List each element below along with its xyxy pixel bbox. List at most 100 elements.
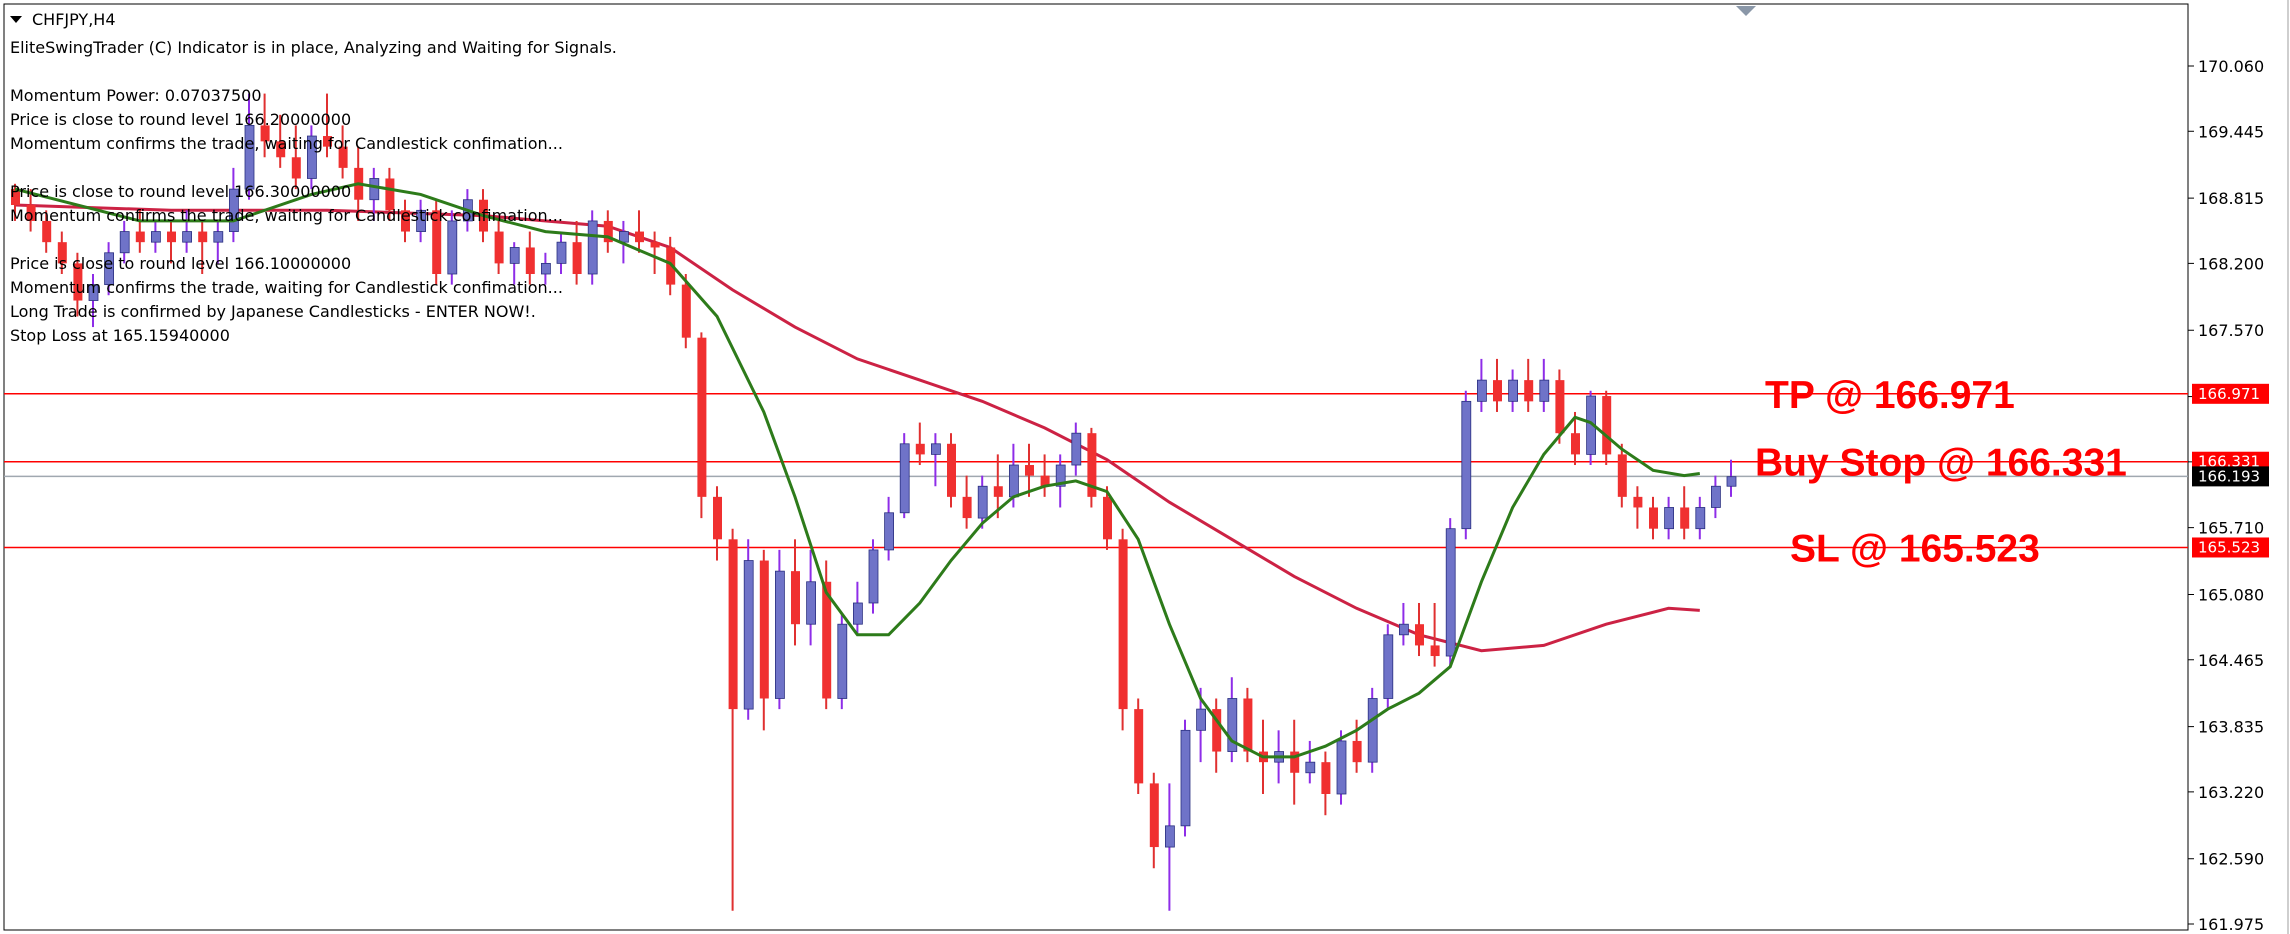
candle: [853, 581, 863, 635]
candle: [1555, 369, 1565, 444]
candle-body: [1321, 762, 1331, 794]
candle-body: [1134, 709, 1144, 784]
price-tag-label: 166.331: [2198, 453, 2260, 471]
candle: [42, 210, 52, 253]
candle: [401, 199, 410, 243]
candle-body: [1040, 475, 1050, 487]
candle: [167, 220, 176, 264]
price-tick-label: 170.060: [2198, 57, 2264, 76]
price-tick-label: 161.975: [2198, 915, 2264, 934]
candle-body: [1149, 783, 1159, 848]
candle-body: [1196, 708, 1206, 731]
candle: [650, 231, 660, 274]
candle: [1726, 459, 1737, 497]
candle-body: [306, 135, 317, 179]
candle-body: [1352, 740, 1362, 763]
candle-body: [1399, 623, 1409, 636]
level-annotation: TP @ 166.971: [1765, 374, 2015, 417]
price-tag-label: 166.193: [2198, 467, 2260, 485]
price-tick-label: 168.200: [2198, 254, 2264, 273]
candle: [1415, 602, 1424, 657]
candle: [88, 274, 99, 328]
candle: [150, 220, 161, 253]
candle-body: [587, 220, 598, 275]
info-line: Price is close to round level 166.300000…: [10, 182, 351, 201]
price-tick-label: 167.570: [2198, 321, 2264, 340]
candle-body: [1243, 698, 1253, 752]
candle-body: [1227, 698, 1238, 752]
info-line: Price is close to round level 166.200000…: [10, 110, 351, 129]
candle: [775, 549, 785, 710]
candle: [1602, 390, 1612, 466]
fast-moving-average: [14, 182, 1701, 759]
candle: [306, 125, 317, 190]
info-line: Momentum confirms the trade, waiting for…: [10, 206, 563, 225]
candle: [323, 93, 332, 158]
candle-body: [73, 263, 83, 301]
candle-body: [697, 337, 707, 497]
chart-shift-marker[interactable]: [1736, 6, 1756, 16]
candle-body: [743, 560, 754, 710]
candle-body: [1649, 507, 1658, 529]
candle: [899, 433, 910, 519]
candle: [1695, 496, 1706, 540]
price-tick-label: 165.080: [2198, 585, 2264, 604]
candle: [1680, 486, 1690, 540]
candle: [1165, 783, 1175, 911]
candle-body: [1055, 464, 1066, 487]
candle: [1477, 358, 1487, 412]
candle: [228, 167, 239, 243]
candle: [1040, 454, 1050, 497]
candle-body: [291, 157, 301, 179]
candle: [73, 252, 83, 317]
candle: [1103, 486, 1112, 550]
candle: [1539, 358, 1550, 412]
candle: [1711, 475, 1721, 519]
candle-body: [104, 252, 114, 286]
candle-body: [1726, 476, 1737, 487]
candle: [1321, 751, 1331, 816]
candle-body: [509, 247, 520, 264]
candle-body: [1633, 496, 1643, 508]
candle-body: [915, 443, 925, 455]
price-tick-label: 163.220: [2198, 783, 2264, 802]
candle-body: [572, 242, 582, 274]
info-line: EliteSwingTrader (C) Indicator is in pla…: [10, 38, 617, 57]
candle: [1461, 390, 1472, 540]
candle-body: [962, 496, 972, 519]
candle-body: [57, 242, 67, 264]
price-tag-box: [2192, 383, 2269, 404]
candle: [1290, 719, 1300, 805]
candle-body: [899, 443, 910, 514]
fast-ma-line: [14, 182, 1701, 759]
candle-body: [1493, 380, 1502, 402]
candle-body: [977, 485, 988, 519]
candle-body: [1071, 432, 1082, 466]
candle: [1664, 496, 1674, 540]
candle-body: [167, 231, 176, 243]
candle: [276, 114, 286, 168]
candles: [11, 93, 1737, 911]
candle-body: [1711, 485, 1721, 508]
candle-body: [26, 205, 36, 221]
price-tick-label: 162.590: [2198, 850, 2264, 869]
price-tag-box: [2192, 466, 2269, 487]
candle: [915, 422, 925, 466]
candle: [1524, 358, 1534, 412]
candle-body: [338, 146, 348, 168]
candle: [993, 454, 1003, 519]
candle-body: [806, 581, 816, 625]
candle-body: [213, 231, 224, 243]
candle: [1617, 443, 1627, 508]
symbol-dropdown-icon[interactable]: [10, 16, 22, 23]
price-tag-label: 165.523: [2198, 538, 2260, 556]
candle: [759, 549, 769, 731]
candle-body: [1212, 709, 1222, 752]
candle: [791, 539, 800, 646]
candle: [541, 252, 551, 285]
info-line: Stop Loss at 165.15940000: [10, 326, 230, 345]
candle: [385, 167, 395, 221]
candle: [822, 560, 832, 710]
candle: [977, 475, 988, 529]
